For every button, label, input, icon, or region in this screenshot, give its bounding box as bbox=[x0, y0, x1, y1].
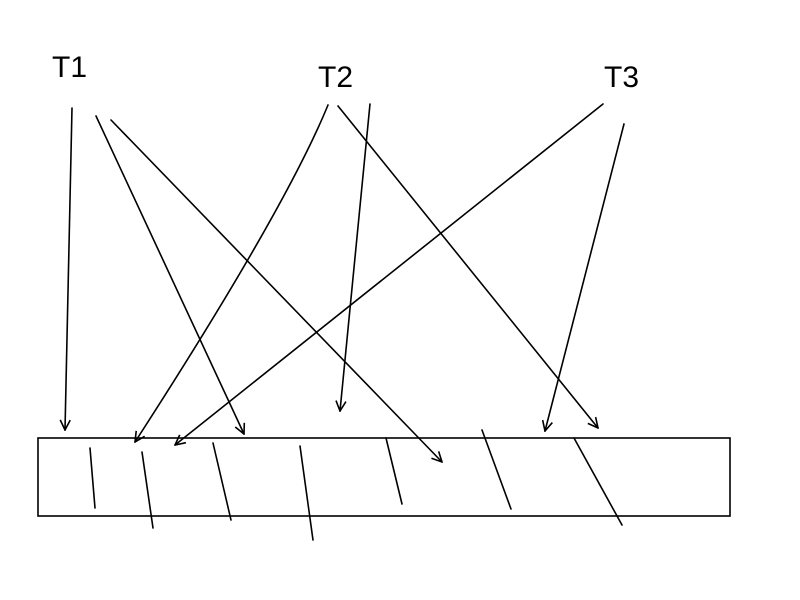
slot-mark-6 bbox=[481, 429, 512, 510]
t1-arrow-1 bbox=[65, 107, 73, 430]
slot-mark-5 bbox=[385, 437, 403, 505]
slot-mark-4 bbox=[299, 445, 314, 541]
t3-arrow-1 bbox=[175, 103, 604, 445]
t1-arrow-3 bbox=[110, 119, 442, 462]
thread-label-t2: T2 bbox=[318, 61, 353, 94]
thread-label-t3: T3 bbox=[604, 61, 639, 94]
t2-arrow-1 bbox=[135, 104, 329, 442]
slot-mark-1 bbox=[89, 447, 96, 509]
thread-label-t1: T1 bbox=[52, 51, 87, 84]
t2-arrow-3 bbox=[337, 105, 598, 428]
buffer-rect bbox=[37, 437, 731, 517]
t1-arrow-2 bbox=[95, 115, 244, 434]
slot-mark-2 bbox=[141, 451, 154, 529]
slot-mark-3 bbox=[212, 442, 232, 521]
t2-arrow-2 bbox=[340, 103, 371, 411]
t3-arrow-2 bbox=[545, 123, 625, 431]
slot-mark-7 bbox=[573, 437, 623, 526]
